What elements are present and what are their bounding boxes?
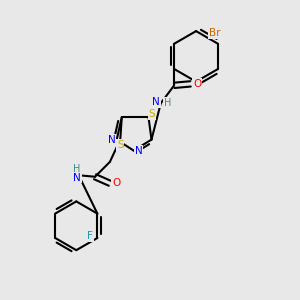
Text: F: F: [87, 232, 93, 242]
Text: N: N: [108, 135, 116, 145]
Text: N: N: [152, 97, 160, 107]
Text: H: H: [164, 98, 171, 108]
Text: H: H: [73, 164, 81, 174]
Text: O: O: [193, 79, 201, 89]
Text: Br: Br: [209, 28, 220, 38]
Text: N: N: [73, 172, 81, 183]
Text: N: N: [135, 146, 142, 156]
Text: O: O: [112, 178, 121, 188]
Text: S: S: [117, 140, 124, 150]
Text: S: S: [149, 109, 155, 119]
